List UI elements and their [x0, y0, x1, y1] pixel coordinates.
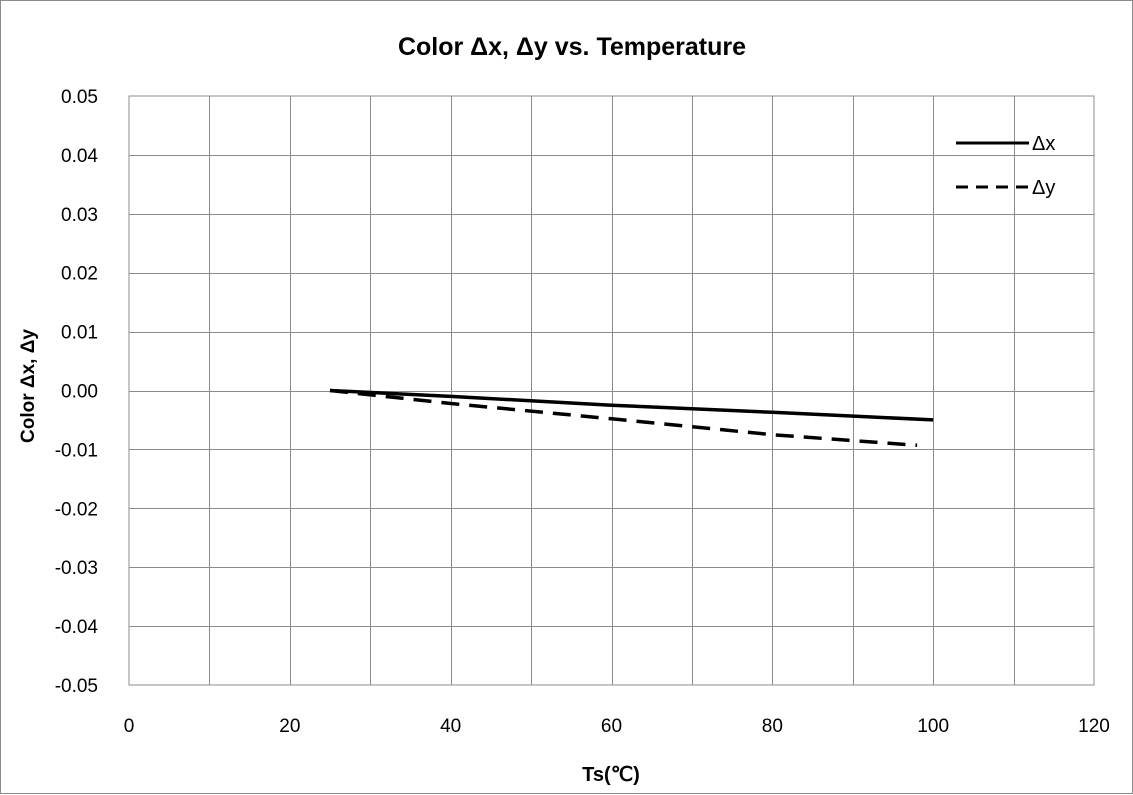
- x-tick-labels: 0 20 40 60 80 100 120: [124, 716, 1110, 737]
- series-line-dx: [329, 388, 934, 422]
- y-tick-labels: 0.05 0.04 0.03 0.02 0.01 0.00 -0.01 -0.02 -0.03 -…: [55, 87, 99, 697]
- grid-layer: [129, 96, 1094, 685]
- legend: Δx Δy: [956, 133, 1055, 199]
- x-tick-label: 60: [601, 716, 622, 737]
- y-tick-label: 0.00: [61, 382, 98, 403]
- x-tick-label: 0: [124, 716, 135, 737]
- y-tick-label: 0.03: [61, 205, 98, 226]
- series-layer: [329, 388, 934, 448]
- y-tick-label: -0.02: [55, 499, 98, 520]
- x-tick-label: 80: [762, 716, 783, 737]
- y-tick-label: -0.01: [55, 440, 98, 461]
- y-tick-label: 0.02: [61, 264, 98, 285]
- x-tick-label: 120: [1078, 716, 1110, 737]
- plot-area: [128, 95, 1095, 686]
- y-tick-label: 0.01: [61, 323, 98, 344]
- y-tick-label: -0.03: [55, 558, 98, 579]
- x-tick-label: 100: [917, 716, 949, 737]
- series-line-dy: [329, 388, 918, 448]
- y-tick-label: 0.04: [61, 146, 98, 167]
- y-tick-label: 0.05: [61, 87, 98, 108]
- legend-label-dx: Δx: [1032, 133, 1055, 155]
- y-tick-label: -0.05: [55, 676, 98, 697]
- x-axis-label: Ts(℃): [582, 764, 640, 786]
- legend-label-dy: Δy: [1032, 177, 1055, 199]
- y-axis-label: Color Δx, Δy: [18, 329, 39, 443]
- x-tick-label: 20: [279, 716, 300, 737]
- y-tick-label: -0.04: [55, 617, 99, 638]
- x-tick-label: 40: [440, 716, 461, 737]
- chart-title: Color Δx, Δy vs. Temperature: [398, 33, 746, 61]
